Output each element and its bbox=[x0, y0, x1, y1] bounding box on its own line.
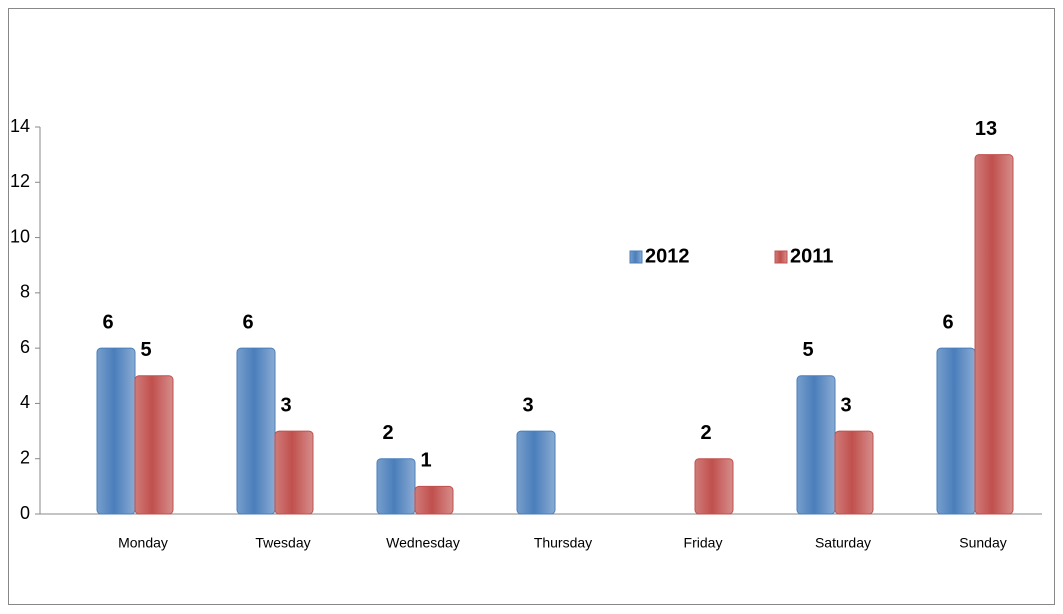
data-label: 2 bbox=[700, 422, 711, 444]
data-label: 13 bbox=[975, 118, 997, 140]
y-tick-label: 2 bbox=[20, 447, 30, 467]
data-label: 1 bbox=[420, 450, 431, 472]
bar bbox=[376, 458, 416, 515]
x-tick-label: Sunday bbox=[959, 535, 1006, 551]
legend-swatch bbox=[774, 250, 788, 264]
legend-swatch bbox=[629, 250, 643, 264]
bar bbox=[974, 154, 1014, 515]
x-tick-label: Friday bbox=[684, 535, 723, 551]
bar bbox=[936, 347, 976, 515]
bar bbox=[796, 375, 836, 515]
x-tick-label: Saturday bbox=[815, 535, 871, 551]
x-tick-label: Thursday bbox=[534, 535, 592, 551]
data-label: 6 bbox=[942, 311, 953, 333]
data-label: 3 bbox=[280, 394, 291, 416]
bar bbox=[834, 430, 874, 515]
chart-frame bbox=[8, 8, 1055, 605]
y-tick-label: 8 bbox=[20, 282, 30, 302]
y-tick-label: 14 bbox=[10, 116, 30, 136]
data-label: 6 bbox=[102, 311, 113, 333]
x-tick-label: Monday bbox=[118, 535, 168, 551]
data-label: 3 bbox=[840, 394, 851, 416]
legend-label: 2011 bbox=[790, 245, 833, 267]
bar bbox=[694, 458, 734, 515]
data-label: 2 bbox=[382, 422, 393, 444]
y-tick-label: 10 bbox=[10, 226, 30, 246]
legend-label: 2012 bbox=[645, 245, 690, 267]
x-tick-label: Wednesday bbox=[386, 535, 460, 551]
data-label: 6 bbox=[242, 311, 253, 333]
bar bbox=[414, 485, 454, 515]
bar bbox=[516, 430, 556, 515]
data-label: 5 bbox=[802, 339, 813, 361]
y-tick-label: 6 bbox=[20, 337, 30, 357]
data-label: 5 bbox=[140, 339, 151, 361]
y-tick-label: 4 bbox=[20, 392, 30, 412]
bar bbox=[236, 347, 276, 515]
bar bbox=[134, 375, 174, 515]
bar bbox=[274, 430, 314, 515]
bar bbox=[96, 347, 136, 515]
y-tick-label: 12 bbox=[10, 171, 30, 191]
data-label: 3 bbox=[522, 394, 533, 416]
x-tick-label: Twesday bbox=[255, 535, 310, 551]
y-tick-label: 0 bbox=[20, 503, 30, 523]
